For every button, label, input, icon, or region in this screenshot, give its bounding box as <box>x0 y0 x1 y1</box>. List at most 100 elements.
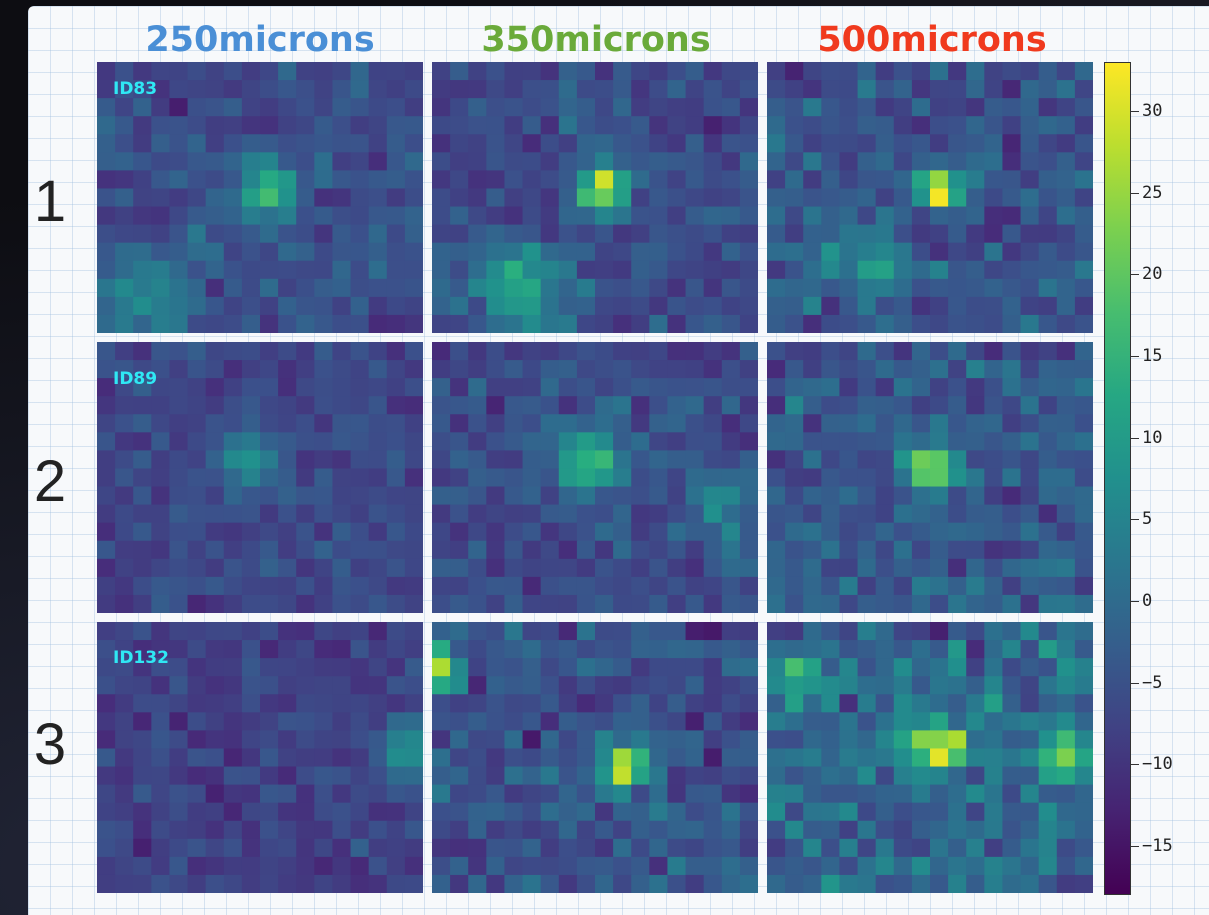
heatmap-cell <box>1074 766 1093 786</box>
heatmap-cell <box>540 712 560 731</box>
heatmap-cell <box>278 676 297 695</box>
heatmap-cell <box>685 134 705 153</box>
heatmap-cell <box>875 640 895 659</box>
heatmap-cell <box>649 314 669 333</box>
heatmap-cell <box>540 342 560 361</box>
heatmap-cell <box>1020 152 1040 171</box>
heatmap-cell <box>187 594 207 613</box>
heatmap-cell <box>386 98 406 117</box>
heatmap-cell <box>97 314 116 333</box>
heatmap-cell <box>241 206 261 226</box>
heatmap-cell <box>223 576 243 596</box>
heatmap-cell <box>1056 622 1076 641</box>
heatmap-cell <box>241 676 261 695</box>
heatmap-cell <box>450 874 469 893</box>
heatmap-cell <box>631 676 650 695</box>
heatmap-cell <box>631 360 650 379</box>
heatmap-cell <box>911 80 931 99</box>
heatmap-cell <box>169 658 189 677</box>
heatmap-cell <box>115 640 134 659</box>
heatmap-cell <box>432 622 451 641</box>
heatmap-cell <box>613 152 632 171</box>
heatmap-cell <box>839 594 859 613</box>
heatmap-cell <box>857 414 877 433</box>
heatmap-cell <box>966 134 985 153</box>
heatmap-cell <box>468 360 487 379</box>
heatmap-cell <box>169 784 189 804</box>
heatmap-cell <box>350 874 370 893</box>
heatmap-cell <box>368 360 388 379</box>
heatmap-cell <box>151 622 171 641</box>
heatmap-cell <box>857 558 877 578</box>
heatmap-cell <box>504 98 524 117</box>
heatmap-cell <box>368 98 388 117</box>
heatmap-cell <box>504 640 524 659</box>
heatmap-cell <box>350 576 370 596</box>
heatmap-cell <box>803 522 822 542</box>
heatmap-cell <box>522 188 542 208</box>
heatmap-cell <box>767 640 786 659</box>
heatmap-cell <box>151 242 171 262</box>
heatmap-cell <box>703 622 723 641</box>
heatmap-cell <box>631 134 650 153</box>
heatmap-cell <box>151 694 171 713</box>
heatmap-cell <box>631 576 650 596</box>
heatmap-cell <box>97 134 116 153</box>
heatmap-cell <box>468 206 487 226</box>
heatmap-cell <box>739 820 758 840</box>
heatmap-cell <box>595 622 614 641</box>
heatmap-cell <box>685 486 705 506</box>
heatmap-cell <box>432 658 451 677</box>
heatmap-cell <box>721 784 741 804</box>
heatmap-cell <box>332 278 352 298</box>
heatmap-cell <box>875 242 895 262</box>
heatmap-cell <box>504 676 524 695</box>
heatmap-cell <box>1020 622 1040 641</box>
heatmap-cell <box>486 152 506 171</box>
heatmap-cell <box>540 594 560 613</box>
heatmap-cell <box>1020 558 1040 578</box>
heatmap-cell <box>1002 468 1022 488</box>
heatmap-cell <box>241 522 261 542</box>
heatmap-cell <box>893 676 913 695</box>
heatmap-cell <box>368 468 388 488</box>
heatmap-cell <box>205 116 225 135</box>
heatmap-cell <box>522 694 542 713</box>
heatmap-cell <box>930 134 949 153</box>
heatmap-cell <box>504 80 524 99</box>
heatmap-cell <box>893 206 913 226</box>
heatmap-cell <box>667 676 687 695</box>
heatmap-cell <box>115 260 134 280</box>
heatmap-cell <box>911 152 931 171</box>
heatmap-cell <box>893 468 913 488</box>
heatmap-cell <box>1038 748 1058 768</box>
heatmap-cell <box>450 278 469 298</box>
heatmap-cell <box>948 856 967 876</box>
heatmap-cell <box>984 558 1004 578</box>
heatmap-cell <box>205 594 225 613</box>
heatmap-cell <box>767 522 786 542</box>
heatmap-cell <box>613 748 632 768</box>
heatmap-cell <box>984 640 1004 659</box>
heatmap-cell <box>984 594 1004 613</box>
heatmap-cell <box>649 820 669 840</box>
heatmap-cell <box>522 802 542 822</box>
heatmap-cell <box>450 396 469 415</box>
heatmap-cell <box>504 838 524 858</box>
heatmap-cell <box>368 170 388 190</box>
heatmap-cell <box>432 558 451 578</box>
heatmap-cell <box>540 820 560 840</box>
heatmap-cell <box>703 224 723 244</box>
heatmap-cell <box>350 152 370 171</box>
heatmap-cell <box>785 468 804 488</box>
heatmap-cell <box>187 98 207 117</box>
heatmap-cell <box>133 342 152 361</box>
heatmap-cell <box>468 116 487 135</box>
heatmap-cell <box>169 486 189 506</box>
heatmap-cell <box>187 784 207 804</box>
heatmap-cell <box>785 748 804 768</box>
heatmap-cell <box>649 676 669 695</box>
heatmap-cell <box>350 748 370 768</box>
heatmap-cell <box>803 342 822 361</box>
heatmap-cell <box>721 314 741 333</box>
